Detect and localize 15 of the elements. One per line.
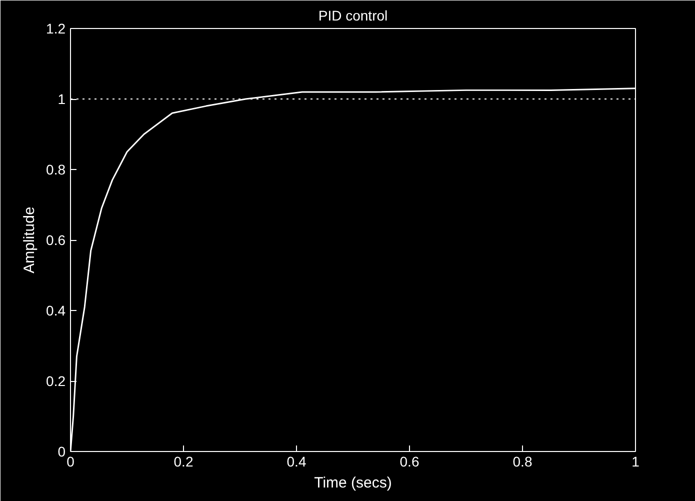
- x-tick-label: 1: [632, 454, 640, 470]
- y-tick-label: 0.6: [46, 232, 66, 248]
- y-tick-label: 1.2: [46, 20, 66, 36]
- y-tick-label: 0.4: [46, 302, 66, 318]
- y-tick-label: 0: [58, 444, 66, 460]
- x-tick-label: 0.8: [512, 454, 532, 470]
- y-tick-label: 1: [58, 91, 66, 107]
- x-tick-label: 0.6: [400, 454, 420, 470]
- x-tick-label: 0.4: [286, 454, 306, 470]
- y-tick-label: 0.2: [46, 373, 66, 389]
- chart-title: PID control: [318, 8, 388, 24]
- x-axis-title: Time (secs): [314, 474, 392, 492]
- x-tick-label: 0.2: [174, 454, 194, 470]
- y-axis-title: Amplitude: [21, 206, 38, 274]
- y-tick-label: 0.8: [46, 162, 66, 178]
